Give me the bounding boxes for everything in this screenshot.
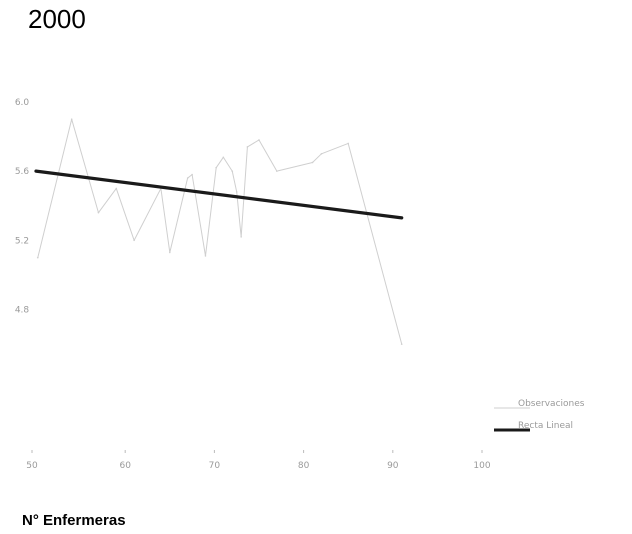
data-point: [115, 187, 118, 190]
y-tick-label: 4.8: [15, 306, 30, 316]
data-point: [222, 156, 225, 159]
x-axis-title: N° Enfermeras: [22, 512, 126, 529]
y-tick-label: 5.2: [15, 236, 29, 246]
data-point: [186, 177, 189, 179]
legend: Observaciones Recta Lineal: [494, 399, 585, 432]
data-point: [311, 161, 314, 164]
data-point: [240, 236, 242, 238]
series-group: [34, 118, 404, 345]
data-point: [231, 170, 234, 172]
x-tick-label: 50: [26, 461, 38, 471]
data-point: [36, 256, 39, 259]
trend-line: [34, 169, 404, 220]
data-point: [97, 211, 100, 214]
data-point: [246, 146, 249, 148]
data-point: [320, 153, 323, 155]
x-tick-label: 80: [298, 461, 310, 471]
data-point: [347, 142, 350, 145]
axes: 50 60 70 80 90 100 4.8 5.2 5.6 6.0: [15, 98, 491, 471]
data-point: [70, 118, 73, 121]
x-tick-label: 90: [387, 461, 399, 471]
chart-title: 2000: [28, 4, 86, 34]
data-point: [276, 170, 278, 172]
data-point: [400, 343, 403, 345]
data-point: [204, 255, 207, 257]
y-tick-label: 6.0: [15, 98, 30, 108]
data-point: [133, 239, 135, 242]
x-tick-label: 70: [209, 461, 221, 471]
data-point: [258, 139, 260, 141]
data-point: [235, 191, 238, 193]
observations-line: [37, 118, 403, 345]
legend-label: Recta Lineal: [518, 421, 573, 431]
x-tick-label: 60: [119, 461, 131, 471]
y-tick-label: 5.6: [15, 167, 30, 177]
legend-label: Observaciones: [518, 399, 585, 409]
data-point: [215, 166, 217, 169]
x-tick-label: 100: [473, 461, 490, 471]
data-point: [191, 173, 193, 176]
data-point: [169, 251, 171, 254]
